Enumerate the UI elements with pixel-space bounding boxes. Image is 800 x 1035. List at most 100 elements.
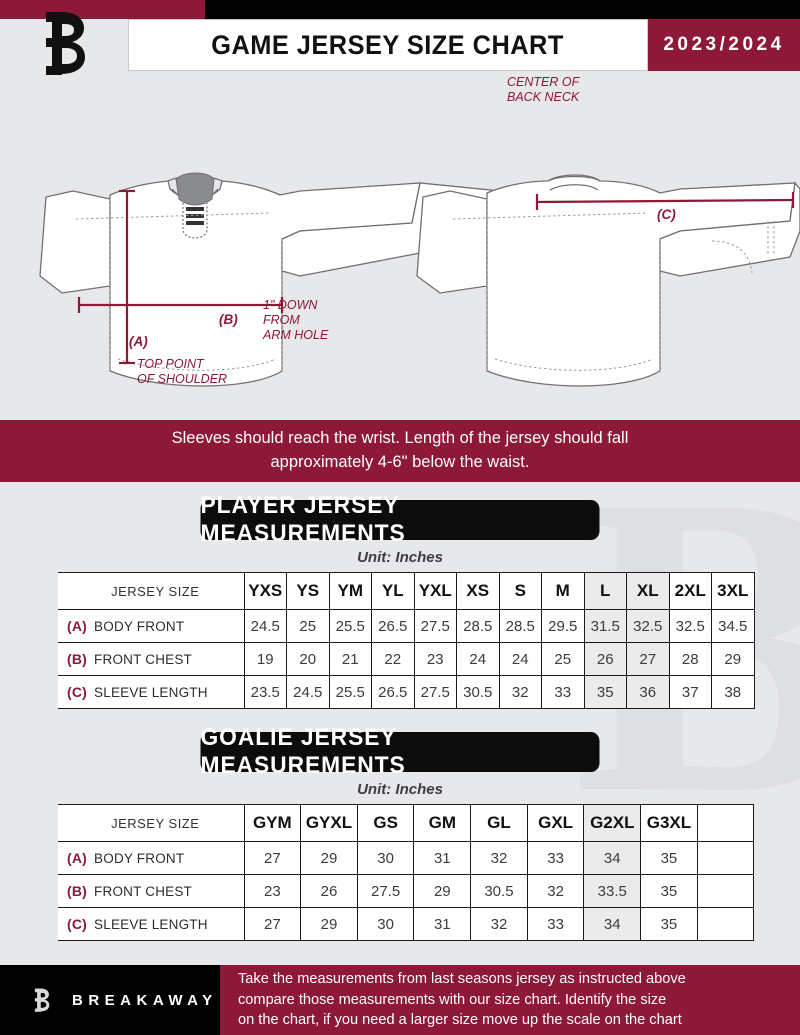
back-measurement-line-c [535,192,795,210]
measurement-value: 32 [498,675,542,709]
table-row: (B) FRONT CHEST 19 20 21 22 23 24 24 25 26 27 28 29 [58,642,755,676]
measurement-value: 34 [583,841,642,875]
measurement-value: 23 [413,642,457,676]
size-header-l: L [583,572,627,610]
goalie-table-title: GOALIE JERSEY MEASUREMENTS [200,724,600,779]
size-header-s: S [498,572,542,610]
goalie-table-unit: Unit: Inches [357,781,443,798]
measurement-label: (B) FRONT CHEST [58,642,245,676]
measurement-value: 32 [470,907,528,941]
size-header-gs: GS [356,804,415,842]
measurement-value: 28 [668,642,712,676]
jersey-lace-placket [182,203,208,239]
size-header-gym: GYM [243,804,302,842]
breakaway-b-logo-icon [34,988,50,1012]
measurement-code: (B) [67,651,88,667]
measurement-value: 27.5 [356,874,415,908]
back-label-c-desc-2: BACK NECK [507,90,580,104]
jersey-diagrams: (A) TOP POINT OF SHOULDER (B) 1" DOWN FR… [0,71,800,416]
measurement-value: 32 [526,874,585,908]
measurement-name: SLEEVE LENGTH [94,685,208,700]
measurement-value: 38 [711,675,755,709]
measurement-value: 27 [243,907,302,941]
measurement-value: 25 [541,642,585,676]
measurement-value: 31 [413,841,472,875]
measurement-value: 27.5 [413,609,457,643]
measurement-note-banner: Sleeves should reach the wrist. Length o… [0,420,800,482]
footer-text-line-3: on the chart, if you need a larger size … [238,1012,682,1029]
measurement-value: 29 [413,874,472,908]
measurement-value: 35 [583,675,627,709]
measurement-value: 29.5 [541,609,585,643]
goalie-measurements-table: JERSEY SIZE GYM GYXL GS GM GL GXL G2XL G3XL (A) BO… [58,804,755,941]
measurement-value: 30 [356,841,415,875]
measurement-value: 35 [640,874,698,908]
breakaway-b-logo-icon [46,12,85,75]
measurement-value: 34 [583,907,642,941]
size-header-gm: GM [413,804,472,842]
measurement-code: (A) [67,850,88,866]
measurement-value [696,907,755,941]
table-header-row: JERSEY SIZE GYM GYXL GS GM GL GXL G2XL G3XL [58,804,755,842]
measurement-value: 24 [498,642,542,676]
table-row: (C) SLEEVE LENGTH 23.5 24.5 25.5 26.5 27.5 30.5… [58,675,755,709]
measurement-value: 27 [243,841,302,875]
measurement-value: 33 [526,907,585,941]
measurement-value: 32.5 [626,609,670,643]
measurement-value: 25.5 [328,675,372,709]
size-header-g3xl: G3XL [640,804,698,842]
front-label-a: (A) [129,334,148,349]
measurement-label: (C) SLEEVE LENGTH [58,675,245,709]
size-header-gxl: GXL [526,804,585,842]
front-label-b-desc-1: 1" DOWN [263,298,318,312]
measurement-value: 26.5 [371,609,415,643]
size-header-gl: GL [470,804,528,842]
measurement-value: 26 [300,874,358,908]
footer-brand: BREAKAWAY [0,965,220,1035]
table-row: (C) SLEEVE LENGTH 27 29 30 31 32 33 34 35 [58,907,755,941]
front-measurement-lines [77,189,284,365]
front-label-b-desc-2: FROM [263,313,300,327]
size-header-xl: XL [626,572,670,610]
size-header-yxl: YXL [413,572,457,610]
measurement-value: 33 [526,841,585,875]
measurement-value: 35 [640,841,698,875]
measurement-label: (B) FRONT CHEST [58,874,245,908]
measurement-value [696,874,755,908]
jersey-size-header: JERSEY SIZE [58,572,245,610]
measurement-value [696,841,755,875]
player-table-unit: Unit: Inches [357,549,443,566]
measurement-label: (A) BODY FRONT [58,841,245,875]
size-header-ym: YM [328,572,372,610]
footer-text-line-1: Take the measurements from last seasons … [238,970,686,987]
measurement-code: (C) [67,916,88,932]
measurement-value: 26.5 [371,675,415,709]
measurement-value: 23.5 [243,675,287,709]
measurement-label: (C) SLEEVE LENGTH [58,907,245,941]
measurement-value: 35 [640,907,698,941]
measurement-code: (B) [67,883,88,899]
jersey-size-header: JERSEY SIZE [58,804,245,842]
neck-opening [175,172,215,206]
measurement-value: 30.5 [470,874,528,908]
back-label-c: (C) [657,207,676,222]
size-header-ys: YS [286,572,330,610]
measurement-value: 32 [470,841,528,875]
measurement-value: 37 [668,675,712,709]
measurement-value: 24 [456,642,500,676]
front-label-b-desc-3: ARM HOLE [262,328,329,342]
measurement-value: 31.5 [583,609,627,643]
player-measurements-table: JERSEY SIZE YXS YS YM YL YXL XS S M L XL 2XL 3XL (A) B… [58,572,755,709]
measurement-value: 27 [626,642,670,676]
size-header-m: M [541,572,585,610]
season-year: 2023/2024 [663,34,785,55]
table-row: (A) BODY FRONT 24.5 25 25.5 26.5 27.5 28.5 28.5 2… [58,609,755,643]
measurement-code: (A) [67,618,88,634]
measurement-name: FRONT CHEST [94,884,192,899]
measurement-value: 25 [286,609,330,643]
size-header-g2xl: G2XL [583,804,642,842]
measurement-value: 21 [328,642,372,676]
back-stitching [452,199,775,371]
measurement-label: (A) BODY FRONT [58,609,245,643]
table-header-row: JERSEY SIZE YXS YS YM YL YXL XS S M L XL 2XL 3XL [58,572,755,610]
